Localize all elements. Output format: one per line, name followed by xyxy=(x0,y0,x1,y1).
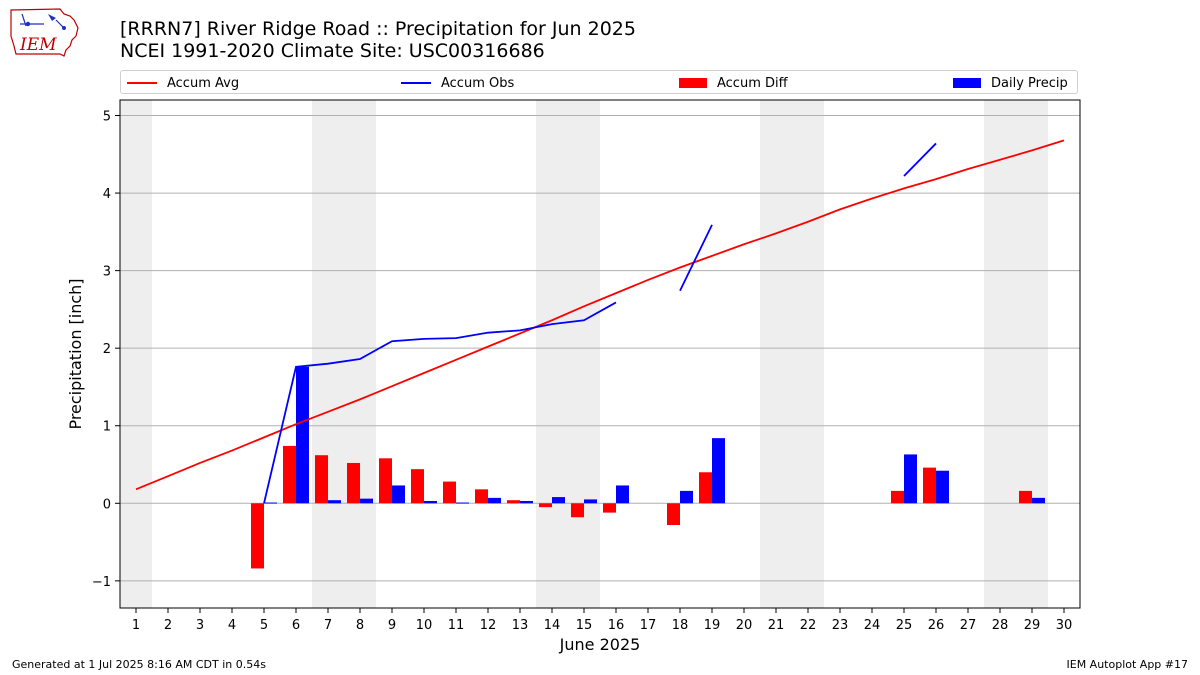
x-tick-label: 19 xyxy=(704,618,721,633)
accum-diff-bar xyxy=(283,446,296,503)
weekend-band xyxy=(120,100,152,608)
x-tick-label: 4 xyxy=(228,618,236,633)
daily-precip-bar xyxy=(552,497,565,503)
x-tick-label: 17 xyxy=(640,618,657,633)
x-tick-label: 27 xyxy=(960,618,977,633)
x-tick-label: 15 xyxy=(576,618,593,633)
x-tick-label: 1 xyxy=(132,618,140,633)
daily-precip-bar xyxy=(712,438,725,503)
x-tick-label: 21 xyxy=(768,618,785,633)
x-tick-label: 14 xyxy=(544,618,561,633)
x-tick-label: 9 xyxy=(388,618,396,633)
x-tick-label: 5 xyxy=(260,618,268,633)
accum-diff-bar xyxy=(667,503,680,525)
accum-diff-bar xyxy=(251,503,264,568)
accum-diff-bar xyxy=(347,463,360,503)
x-tick-label: 24 xyxy=(864,618,881,633)
x-tick-label: 2 xyxy=(164,618,172,633)
daily-precip-bar xyxy=(584,499,597,503)
accum-diff-bar xyxy=(411,469,424,503)
accum-diff-bar xyxy=(891,491,904,503)
x-tick-label: 26 xyxy=(928,618,945,633)
y-tick-label: −1 xyxy=(92,575,111,590)
x-tick-label: 12 xyxy=(480,618,497,633)
accum-obs-line xyxy=(904,143,936,176)
x-tick-label: 11 xyxy=(448,618,465,633)
daily-precip-bar xyxy=(360,499,373,504)
daily-precip-bar xyxy=(424,501,437,503)
y-tick-label: 3 xyxy=(103,265,111,280)
x-tick-label: 20 xyxy=(736,618,753,633)
accum-diff-bar xyxy=(1019,491,1032,503)
daily-precip-bar xyxy=(1032,498,1045,503)
x-tick-label: 25 xyxy=(896,618,913,633)
accum-diff-bar xyxy=(475,489,488,503)
weekend-band xyxy=(536,100,600,608)
footer-app-text: IEM Autoplot App #17 xyxy=(1067,658,1189,671)
daily-precip-bar xyxy=(520,501,533,503)
accum-diff-bar xyxy=(923,468,936,504)
weekend-band xyxy=(760,100,824,608)
accum-diff-bar xyxy=(315,455,328,503)
daily-precip-bar xyxy=(936,471,949,504)
daily-precip-bar xyxy=(616,485,629,503)
x-tick-label: 30 xyxy=(1056,618,1073,633)
weekend-band xyxy=(312,100,376,608)
daily-precip-bar xyxy=(904,454,917,503)
y-tick-label: 0 xyxy=(103,497,111,512)
daily-precip-bar xyxy=(456,503,469,504)
daily-precip-bar xyxy=(392,485,405,503)
x-tick-label: 13 xyxy=(512,618,529,633)
accum-diff-bar xyxy=(539,503,552,507)
accum-diff-bar xyxy=(379,458,392,503)
daily-precip-bar xyxy=(680,491,693,503)
accum-diff-bar xyxy=(603,503,616,512)
precipitation-chart: −10123451 2 3 4 5 6 7 8 9 10 11 12 13 14 15 16 17 18 19 20 2… xyxy=(0,0,1200,675)
y-tick-label: 2 xyxy=(103,342,111,357)
y-tick-label: 4 xyxy=(103,187,111,202)
weekend-band xyxy=(984,100,1048,608)
x-tick-label: 16 xyxy=(608,618,625,633)
x-tick-label: 7 xyxy=(324,618,332,633)
daily-precip-bar xyxy=(328,500,341,503)
y-axis-label: Precipitation [inch] xyxy=(66,278,85,429)
footer-generated-text: Generated at 1 Jul 2025 8:16 AM CDT in 0… xyxy=(12,658,266,671)
x-tick-label: 28 xyxy=(992,618,1009,633)
y-tick-label: 5 xyxy=(103,110,111,125)
daily-precip-bar xyxy=(296,367,309,504)
x-tick-label: 18 xyxy=(672,618,689,633)
x-axis-label: June 2025 xyxy=(559,635,641,654)
x-tick-label: 29 xyxy=(1024,618,1041,633)
daily-precip-bar xyxy=(488,498,501,503)
x-tick-label: 22 xyxy=(800,618,817,633)
daily-precip-bar xyxy=(264,503,277,504)
x-tick-label: 3 xyxy=(196,618,204,633)
accum-diff-bar xyxy=(507,500,520,503)
accum-diff-bar xyxy=(571,503,584,517)
y-tick-label: 1 xyxy=(103,420,111,435)
x-tick-label: 6 xyxy=(292,618,300,633)
x-tick-label: 23 xyxy=(832,618,849,633)
x-tick-label: 8 xyxy=(356,618,364,633)
x-tick-label: 10 xyxy=(416,618,433,633)
accum-diff-bar xyxy=(443,482,456,504)
accum-diff-bar xyxy=(699,472,712,503)
